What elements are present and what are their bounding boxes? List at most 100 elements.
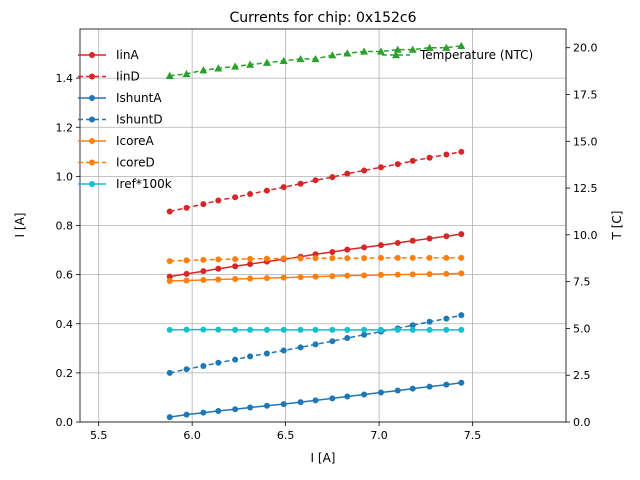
data-point (311, 54, 320, 63)
data-point (183, 411, 190, 418)
data-point (215, 407, 222, 414)
data-point (344, 272, 351, 279)
data-point (297, 399, 304, 406)
data-point (361, 244, 368, 251)
data-point (344, 255, 351, 262)
data-point (263, 275, 270, 282)
data-point (165, 71, 174, 79)
legend-label: IcoreD (116, 156, 155, 170)
data-point (442, 43, 451, 51)
data-point (200, 201, 207, 208)
legend-marker (89, 116, 95, 123)
legend-entry: IinD (78, 70, 140, 84)
data-point (409, 385, 416, 392)
data-point (377, 271, 384, 278)
data-point (279, 56, 288, 65)
data-point (280, 184, 287, 191)
y2-tick-label: 2.5 (573, 369, 591, 382)
data-point (247, 255, 254, 262)
data-point (409, 237, 416, 244)
data-point (280, 274, 287, 281)
data-point (329, 338, 336, 345)
y2-axis-label: T [C] (610, 211, 624, 241)
data-point (182, 69, 191, 78)
data-point (443, 381, 450, 388)
axes: 5.5 6.0 6.5 7.0 7.5 0.0 0.2 0.4 0.6 0.8 1.0 1.2 1.4 0… (56, 42, 598, 442)
legend-left: IinA IinD IshuntA IshuntD IcoreA IcoreD Iref*1… (78, 48, 172, 191)
y2-tick-label: 10.0 (573, 229, 598, 242)
data-point (247, 353, 254, 360)
data-point (312, 397, 319, 404)
data-point (361, 331, 368, 338)
data-point (166, 278, 173, 285)
legend-label: IcoreA (116, 134, 155, 148)
data-point (344, 246, 351, 253)
legend-entry: IshuntD (78, 113, 163, 127)
data-point (297, 180, 304, 187)
data-point (263, 187, 270, 194)
data-point (443, 233, 450, 240)
data-point (232, 326, 239, 333)
data-point (426, 254, 433, 261)
data-point (200, 256, 207, 263)
x-tick-label: 5.5 (90, 429, 108, 442)
data-point (409, 254, 416, 261)
data-point (443, 151, 450, 158)
legend-entry: Iref*100k (78, 177, 172, 191)
data-point (458, 270, 465, 277)
y2-tick-label: 12.5 (573, 182, 598, 195)
data-point (183, 366, 190, 373)
series-ishuntd (166, 312, 465, 376)
data-point (232, 263, 239, 270)
legend-marker (89, 52, 95, 58)
data-point (361, 167, 368, 174)
data-point (458, 379, 465, 386)
data-point (443, 326, 450, 333)
data-point (296, 54, 305, 63)
data-point (200, 326, 207, 333)
legend-entry: IshuntA (78, 91, 162, 105)
data-point (344, 334, 351, 341)
y-axis-label: I [A] (13, 213, 27, 238)
data-point (328, 51, 337, 59)
y2-tick-label: 0.0 (573, 416, 591, 429)
data-point (329, 174, 336, 181)
data-point (443, 270, 450, 277)
y-tick-label: 0.8 (56, 220, 74, 233)
data-point (361, 255, 368, 262)
data-point (166, 258, 173, 265)
data-point (329, 249, 336, 256)
data-point (458, 326, 465, 333)
y-tick-label: 1.0 (56, 170, 74, 183)
data-point (263, 326, 270, 333)
data-point (360, 47, 369, 55)
data-point (329, 255, 336, 262)
series-temperature-ntc- (165, 41, 466, 79)
data-point (394, 326, 401, 333)
data-point (262, 58, 271, 66)
data-point (361, 391, 368, 398)
data-point (215, 265, 222, 272)
data-point (377, 254, 384, 261)
data-point (280, 401, 287, 408)
data-point (280, 255, 287, 262)
series-layer (165, 41, 466, 421)
data-point (426, 383, 433, 390)
data-point (166, 273, 173, 280)
data-point (361, 272, 368, 279)
legend-marker (89, 138, 95, 144)
data-point (247, 326, 254, 333)
data-point (200, 362, 207, 369)
legend-marker (89, 159, 95, 166)
data-point (443, 254, 450, 261)
data-point (426, 326, 433, 333)
y-tick-label: 1.4 (56, 72, 74, 85)
data-point (458, 231, 465, 238)
data-point (377, 164, 384, 171)
data-point (183, 326, 190, 333)
data-point (426, 271, 433, 278)
y-tick-label: 0.2 (56, 367, 74, 380)
legend-marker (89, 181, 95, 187)
data-point (344, 326, 351, 333)
legend-label: IinD (116, 70, 140, 84)
